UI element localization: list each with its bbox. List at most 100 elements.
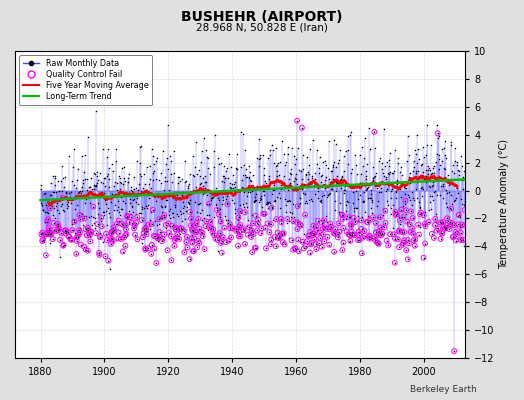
Point <box>294 236 302 243</box>
Point <box>418 184 427 190</box>
Point <box>275 234 283 240</box>
Point <box>437 220 445 226</box>
Point <box>55 226 63 232</box>
Point <box>295 166 303 173</box>
Point <box>342 148 350 154</box>
Point <box>82 196 91 203</box>
Point <box>150 233 158 239</box>
Point <box>330 248 339 255</box>
Point <box>104 165 113 172</box>
Point <box>126 200 135 206</box>
Point <box>439 183 447 190</box>
Point <box>169 222 178 228</box>
Point <box>42 231 51 238</box>
Point <box>289 218 298 224</box>
Point <box>390 260 399 266</box>
Point <box>74 231 83 238</box>
Point <box>155 220 163 227</box>
Point <box>218 200 226 207</box>
Point <box>245 174 253 180</box>
Point <box>255 156 263 162</box>
Point <box>224 223 232 230</box>
Point <box>271 243 280 249</box>
Point <box>235 223 244 230</box>
Point <box>206 196 215 203</box>
Point <box>318 192 326 199</box>
Point <box>430 235 438 241</box>
Point <box>311 170 320 176</box>
Point <box>319 225 327 232</box>
Point <box>101 182 109 189</box>
Point <box>365 232 374 239</box>
Point <box>338 247 346 253</box>
Point <box>154 234 162 240</box>
Point <box>159 236 167 242</box>
Point <box>249 220 257 226</box>
Point <box>421 167 430 173</box>
Point <box>357 250 366 256</box>
Point <box>288 144 296 151</box>
Point <box>245 224 253 230</box>
Point <box>357 217 365 224</box>
Point <box>148 152 157 159</box>
Point <box>72 234 81 241</box>
Point <box>139 230 148 236</box>
Point <box>274 230 282 236</box>
Point <box>320 192 328 199</box>
Point <box>331 230 339 237</box>
Point <box>39 207 47 213</box>
Point <box>140 226 148 232</box>
Point <box>417 162 425 168</box>
Point <box>236 208 244 214</box>
Point <box>398 214 406 220</box>
Point <box>126 211 134 218</box>
Point <box>224 217 233 223</box>
Point <box>343 231 351 238</box>
Point <box>158 204 167 210</box>
Point <box>452 232 461 239</box>
Point <box>386 150 394 157</box>
Point <box>266 200 275 206</box>
Point <box>376 230 384 236</box>
Point <box>302 198 310 204</box>
Point <box>399 240 407 246</box>
Point <box>342 202 351 208</box>
Point <box>309 230 317 237</box>
Point <box>145 189 154 196</box>
Point <box>422 179 430 186</box>
Point <box>57 194 65 200</box>
Point <box>221 213 229 219</box>
Point <box>124 193 133 199</box>
Point <box>260 211 269 217</box>
Point <box>309 230 317 237</box>
Point <box>263 201 271 207</box>
Point <box>193 244 202 250</box>
Point <box>412 168 420 174</box>
Point <box>357 250 366 256</box>
Point <box>395 227 403 234</box>
Point <box>310 182 318 188</box>
Point <box>175 236 183 242</box>
Point <box>122 226 130 232</box>
Point <box>302 172 311 178</box>
Point <box>330 137 338 144</box>
Point <box>140 205 148 211</box>
Point <box>205 226 214 232</box>
Point <box>212 184 220 191</box>
Point <box>401 184 409 191</box>
Point <box>123 213 131 220</box>
Point <box>457 237 465 243</box>
Point <box>181 208 190 214</box>
Point <box>220 173 228 179</box>
Point <box>292 156 300 162</box>
Point <box>59 242 68 249</box>
Point <box>146 163 155 170</box>
Point <box>347 221 355 227</box>
Point <box>225 221 234 227</box>
Point <box>449 233 457 240</box>
Point <box>215 161 223 167</box>
Point <box>285 197 293 203</box>
Point <box>178 217 187 224</box>
Point <box>304 232 312 239</box>
Point <box>179 205 187 211</box>
